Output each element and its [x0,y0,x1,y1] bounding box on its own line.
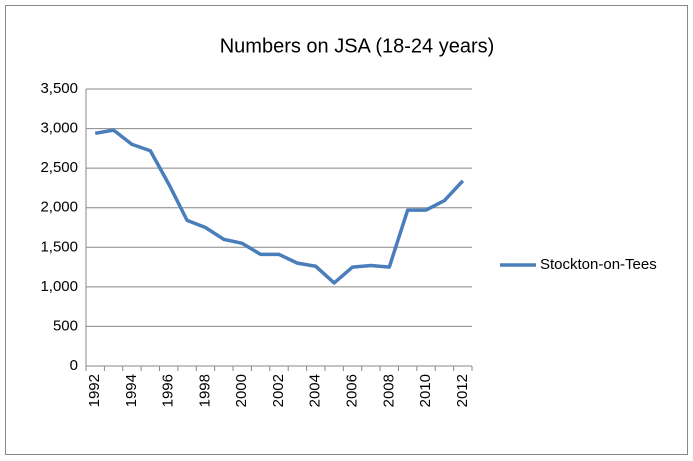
y-tick-label: 1,000 [40,278,78,295]
chart-title: Numbers on JSA (18-24 years) [220,35,495,57]
x-tick-label: 1996 [160,374,177,407]
x-tick-label: 2004 [307,374,324,407]
x-tick-label: 1998 [196,374,213,407]
y-tick-label: 2,000 [40,199,78,216]
x-tick-label: 2000 [233,374,250,407]
chart-border [5,5,688,455]
x-tick-label: 2012 [454,374,471,407]
y-tick-label: 500 [53,317,78,334]
y-tick-label: 2,500 [40,159,78,176]
x-tick-label: 2008 [380,374,397,407]
y-tick-label: 1,500 [40,238,78,255]
y-tick-label: 3,500 [40,80,78,97]
x-tick-label: 1992 [86,374,103,407]
y-tick-label: 0 [70,357,78,374]
x-tick-label: 2002 [270,374,287,407]
y-tick-label: 3,000 [40,120,78,137]
x-tick-label: 1994 [123,374,140,407]
legend-label: Stockton-on-Tees [540,256,657,273]
x-tick-label: 2006 [343,374,360,407]
line-series [94,128,465,285]
x-tick-label: 2010 [417,374,434,407]
